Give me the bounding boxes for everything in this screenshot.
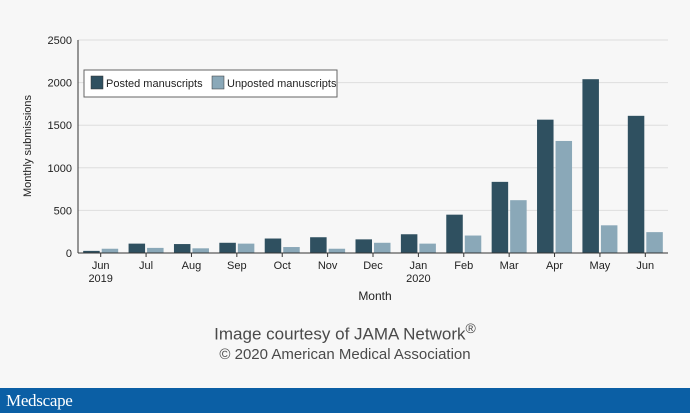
axes <box>77 40 668 257</box>
bar-posted <box>173 244 191 253</box>
bar-posted <box>627 115 645 253</box>
bar-unposted <box>192 248 209 253</box>
bar-posted <box>491 181 509 253</box>
legend-label: Unposted manuscripts <box>227 78 337 90</box>
bar-unposted <box>237 243 255 253</box>
bar-posted <box>264 238 282 253</box>
x-axis-label: Month <box>358 289 391 303</box>
legend-label: Posted manuscripts <box>106 78 203 90</box>
x-tick-label: Dec <box>363 260 383 272</box>
footer-bar: Medscape <box>0 388 690 413</box>
medscape-logo: Medscape <box>6 391 73 410</box>
x-tick-label: Jun <box>636 260 654 272</box>
bar-unposted <box>464 235 482 253</box>
x-tick-label: Apr <box>546 260 563 272</box>
x-tick-label: Feb <box>454 260 473 272</box>
bar-posted <box>310 237 327 253</box>
legend-box <box>83 69 338 98</box>
bar-unposted <box>328 248 346 253</box>
x-tick-label: Jul <box>139 260 153 272</box>
y-tick-label: 1000 <box>48 163 72 175</box>
x-tick-label: Jan <box>410 260 428 272</box>
x-tick-year-label: 2020 <box>406 273 430 285</box>
bar-posted <box>128 243 146 253</box>
y-tick-label: 1500 <box>48 120 72 132</box>
copyright-notice: © 2020 American Medical Association <box>219 346 471 363</box>
x-tick-label: Mar <box>500 260 519 272</box>
y-tick-label: 2000 <box>48 78 72 90</box>
x-tick-label: Sep <box>227 260 247 272</box>
grid-lines <box>78 39 668 211</box>
bar-unposted <box>374 242 391 253</box>
bar-posted <box>400 234 418 253</box>
bar-posted <box>355 239 372 253</box>
bar-unposted <box>600 225 618 253</box>
y-axis-label: Monthly submissions <box>22 94 34 197</box>
bar-unposted <box>510 200 527 253</box>
x-tick-year-label: 2019 <box>88 273 112 285</box>
bar-unposted <box>147 247 164 253</box>
bar-posted <box>582 79 599 253</box>
x-tick-label: Aug <box>182 260 202 272</box>
y-tick-label: 0 <box>66 248 72 260</box>
x-tick-label: Oct <box>274 260 291 272</box>
x-tick-label: Jun <box>92 260 110 272</box>
bar-posted <box>219 242 236 253</box>
legend: Posted manuscripts Unposted manuscripts <box>83 69 338 98</box>
bar-unposted <box>646 232 663 253</box>
bar-unposted <box>555 140 573 253</box>
credit-text: Image courtesy of JAMA Network <box>214 324 466 344</box>
bar-unposted <box>101 248 119 253</box>
bar-posted <box>83 250 100 253</box>
bar-posted <box>446 214 463 253</box>
bar-unposted <box>283 247 300 253</box>
bar-unposted <box>419 243 436 253</box>
legend-swatch <box>211 75 225 90</box>
y-tick-label: 2500 <box>48 35 72 47</box>
bars <box>83 79 663 253</box>
registered-mark: ® <box>465 320 476 336</box>
y-tick-label: 500 <box>54 205 72 217</box>
image-credit: Image courtesy of JAMA Network® <box>0 320 690 345</box>
legend-swatch <box>90 75 104 90</box>
bar-posted <box>537 119 554 253</box>
x-tick-label: Nov <box>318 260 338 272</box>
y-tick-labels: 0 500 1000 1500 2000 2500 <box>48 35 72 260</box>
x-tick-label: May <box>590 260 611 272</box>
